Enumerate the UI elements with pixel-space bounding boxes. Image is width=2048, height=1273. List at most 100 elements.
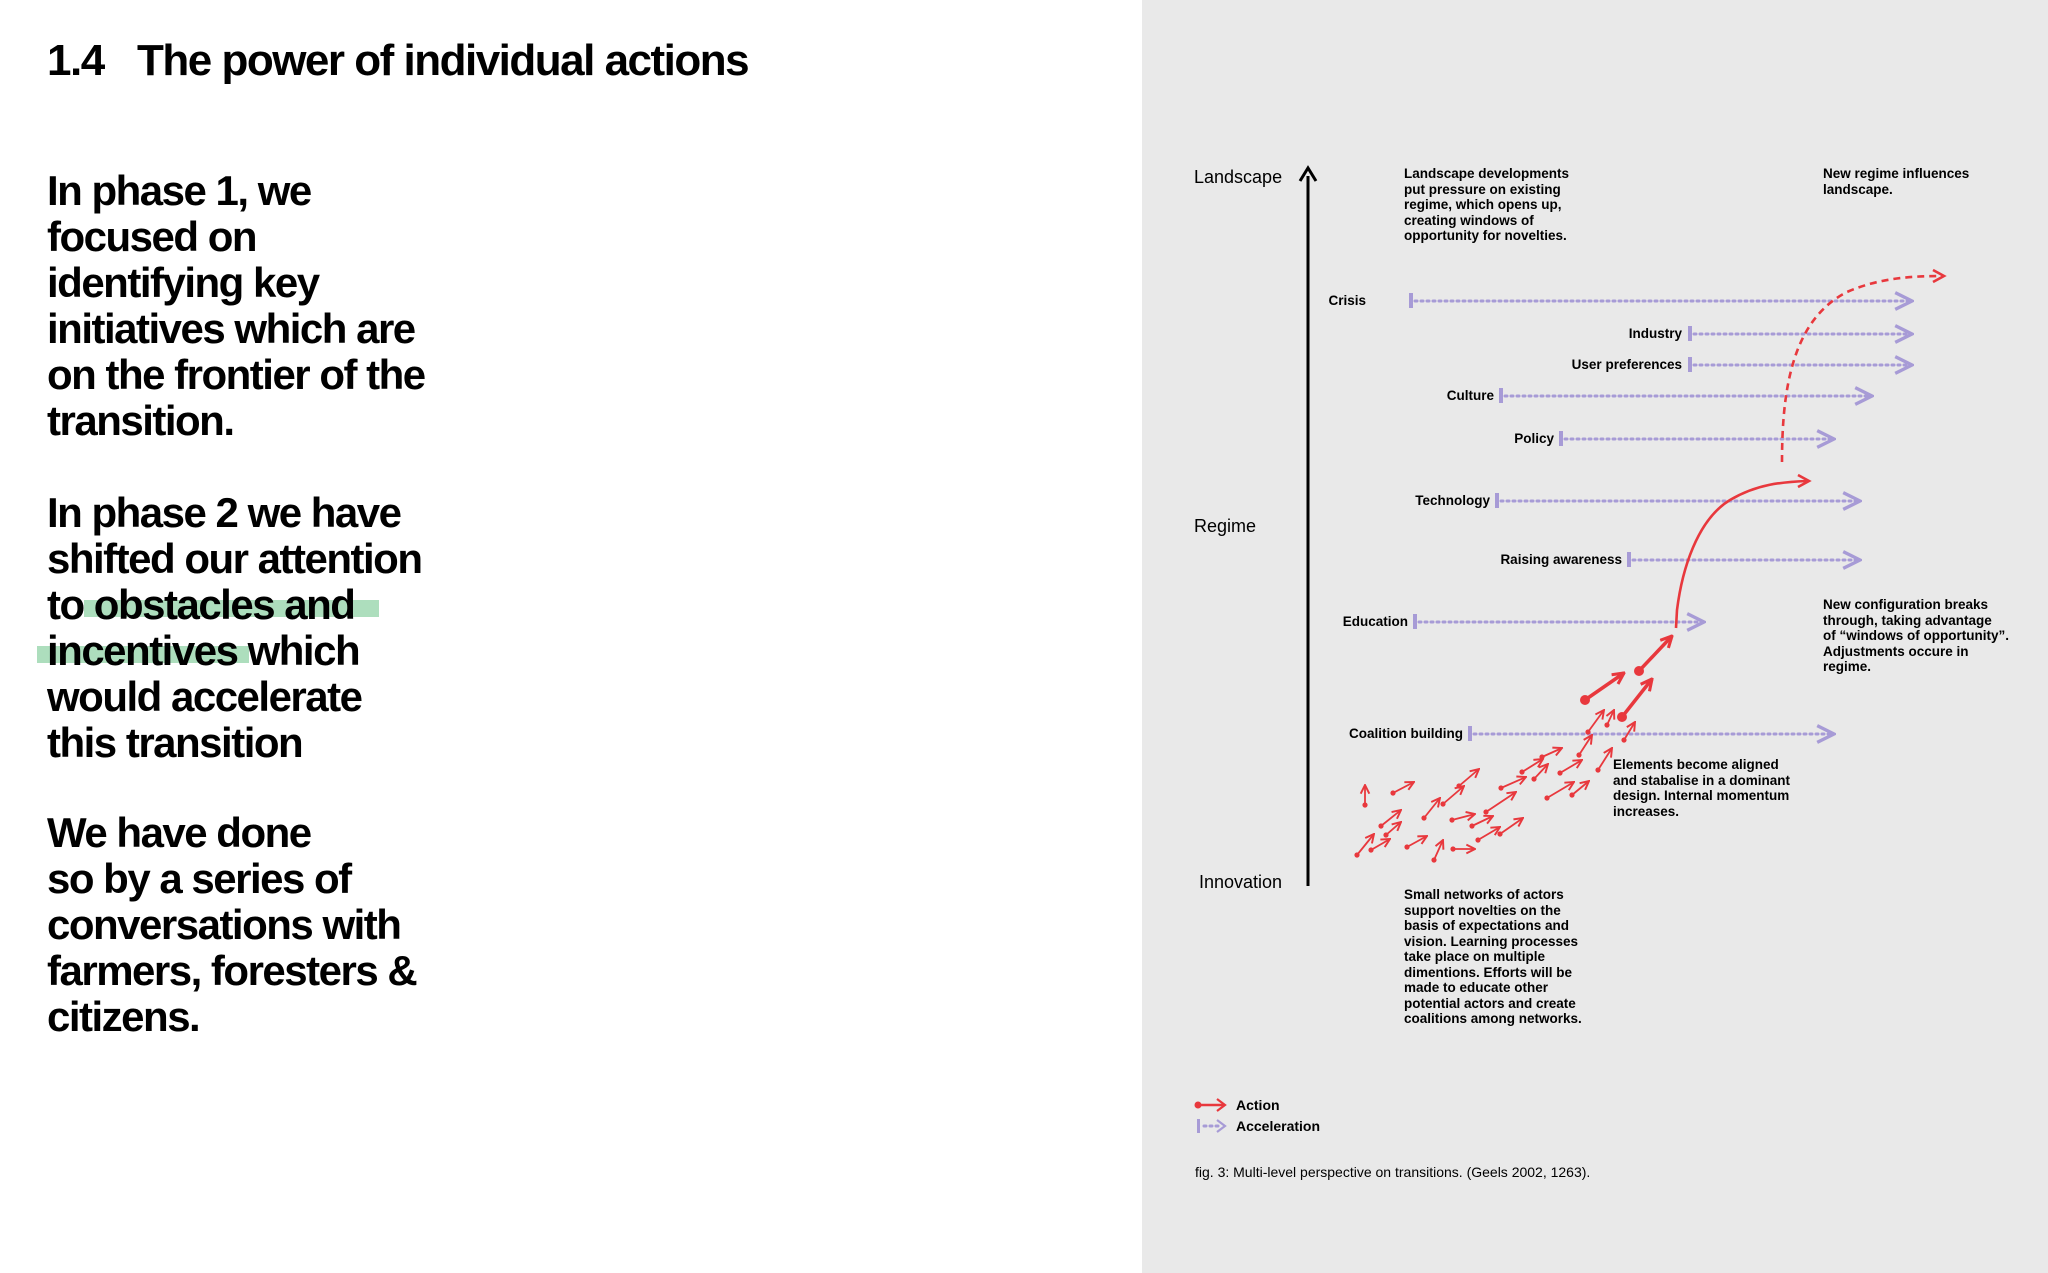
action-arrow-icon xyxy=(1194,1098,1227,1112)
note-line: basis of expectations and xyxy=(1404,918,1570,933)
note-line: of “windows of opportunity”. xyxy=(1823,628,2009,643)
paragraph-line: incentives which xyxy=(47,627,361,674)
acceleration-label: Raising awareness xyxy=(1500,552,1622,567)
small-action-dot xyxy=(1497,831,1503,837)
arrow-up-icon xyxy=(1298,165,1318,182)
small-action-arrow xyxy=(1607,710,1614,726)
small-action-dot xyxy=(1519,769,1525,775)
note-line: Small networks of actors xyxy=(1404,887,1564,902)
acceleration-start-bar xyxy=(1468,726,1472,741)
legend-acceleration-bar xyxy=(1197,1119,1200,1133)
note-line: opportunity for novelties. xyxy=(1404,228,1567,243)
small-action-dot xyxy=(1378,823,1384,829)
small-action-arrow xyxy=(1458,769,1479,787)
note-line: dimentions. Efforts will be xyxy=(1404,964,1573,980)
acceleration-start-bar xyxy=(1627,552,1631,567)
small-action-arrow xyxy=(1499,818,1523,835)
acceleration-arrow-policy: Policy xyxy=(1514,431,1834,446)
level-label-landscape: Landscape xyxy=(1194,167,1282,187)
level-label-innovation: Innovation xyxy=(1199,872,1282,892)
small-action-arrow xyxy=(1370,839,1390,851)
section-heading: 1.4 The power of individual actions xyxy=(47,36,750,86)
note-line: take place on multiple xyxy=(1404,949,1546,964)
small-action-dot xyxy=(1431,857,1437,863)
acceleration-arrow-technology: Technology xyxy=(1415,493,1860,508)
note-line: New configuration breaks xyxy=(1823,597,1989,612)
new-regime-arrowhead xyxy=(1932,268,1947,284)
note-new-regime: New regime influences landscape. xyxy=(1823,166,1969,197)
note-line: regime, which opens up, xyxy=(1404,197,1562,212)
small-action-dot xyxy=(1475,837,1481,843)
small-action-arrow xyxy=(1587,710,1604,733)
small-action-arrow xyxy=(1541,748,1562,758)
small-action-arrow xyxy=(1578,735,1592,756)
small-action-arrow xyxy=(1406,836,1427,848)
small-action-dot xyxy=(1383,832,1389,838)
note-line: vision. Learning processes xyxy=(1404,933,1579,949)
small-action-arrow xyxy=(1356,834,1374,856)
small-action-arrow xyxy=(1521,759,1543,773)
section-number: 1.4 xyxy=(47,36,105,85)
paragraph-line: In phase 2 we have xyxy=(47,489,402,536)
small-action-arrow xyxy=(1392,782,1414,794)
paragraph-phase-1: In phase 1, we focused on identifying ke… xyxy=(47,168,527,444)
paragraph-line: identifying key xyxy=(47,259,320,306)
small-action-arrow xyxy=(1623,722,1635,741)
small-action-arrow xyxy=(1546,782,1574,799)
paragraph-line: so by a series of xyxy=(47,855,352,902)
paragraph-line: on the frontier of the xyxy=(47,351,426,398)
note-line: Elements become aligned xyxy=(1613,757,1779,772)
small-action-dot xyxy=(1585,729,1591,735)
legend-acceleration-label: Acceleration xyxy=(1236,1118,1321,1134)
small-action-arrow xyxy=(1559,760,1582,774)
paragraph-line: to obstacles and xyxy=(47,581,356,628)
note-line: creating windows of xyxy=(1404,212,1534,228)
note-line: increases. xyxy=(1613,803,1680,819)
small-action-arrow xyxy=(1380,810,1401,827)
note-line: Landscape developments xyxy=(1404,166,1570,181)
action-dot xyxy=(1634,666,1644,676)
aligned-action-arrows xyxy=(1580,636,1672,722)
note-landscape-pressure: Landscape developments put pressure on e… xyxy=(1404,166,1569,244)
acceleration-label: Technology xyxy=(1415,493,1490,508)
note-networks: Small networks of actors support novelti… xyxy=(1404,887,1582,1027)
paragraph-line: In phase 1, we xyxy=(47,167,312,214)
acceleration-arrow-user-preferences: User preferences xyxy=(1572,357,1912,372)
paragraph-phase-2: In phase 2 we have shifted our attention… xyxy=(47,490,527,766)
small-action-dot xyxy=(1449,817,1455,823)
acceleration-start-bar xyxy=(1688,326,1692,341)
note-line: put pressure on existing xyxy=(1404,181,1561,197)
small-action-dot xyxy=(1604,722,1610,728)
action-arrow xyxy=(1637,636,1672,673)
paragraph-line: this transition xyxy=(47,719,304,766)
acceleration-label: Policy xyxy=(1514,431,1554,446)
small-action-arrow xyxy=(1533,764,1548,780)
paragraph-line: focused on xyxy=(47,213,258,260)
acceleration-arrow-raising-awareness: Raising awareness xyxy=(1500,552,1860,567)
small-action-arrow xyxy=(1471,816,1493,827)
new-regime-curve xyxy=(1780,274,1943,463)
legend-action-head xyxy=(1216,1098,1227,1112)
acceleration-label: Culture xyxy=(1447,388,1495,403)
note-aligned: Elements become aligned and stabalise in… xyxy=(1613,757,1790,819)
small-action-arrow xyxy=(1442,786,1464,805)
paragraph-method: We have done so by a series of conversat… xyxy=(47,810,527,1040)
small-action-arrow xyxy=(1597,748,1612,771)
note-line: coalitions among networks. xyxy=(1404,1011,1582,1026)
small-action-arrow xyxy=(1477,827,1500,841)
paragraph-line: would accelerate xyxy=(47,673,363,720)
acceleration-label: Education xyxy=(1343,614,1408,629)
small-action-dot xyxy=(1498,785,1504,791)
note-line: landscape. xyxy=(1823,181,1893,197)
small-action-arrow xyxy=(1433,840,1443,861)
acceleration-start-bar xyxy=(1499,388,1503,403)
note-line: design. Internal momentum xyxy=(1613,788,1790,803)
acceleration-arrows: Crisis Industry User preferences Culture… xyxy=(1328,293,1912,741)
acceleration-label: User preferences xyxy=(1572,357,1682,372)
acceleration-arrow-coalition-building: Coalition building xyxy=(1349,726,1834,741)
breakthrough-curve xyxy=(1674,479,1808,629)
paragraph-line: transition. xyxy=(47,397,235,444)
acceleration-start-bar xyxy=(1413,614,1417,629)
small-action-dot xyxy=(1621,737,1627,743)
paragraph-line: farmers, foresters & xyxy=(47,947,418,994)
